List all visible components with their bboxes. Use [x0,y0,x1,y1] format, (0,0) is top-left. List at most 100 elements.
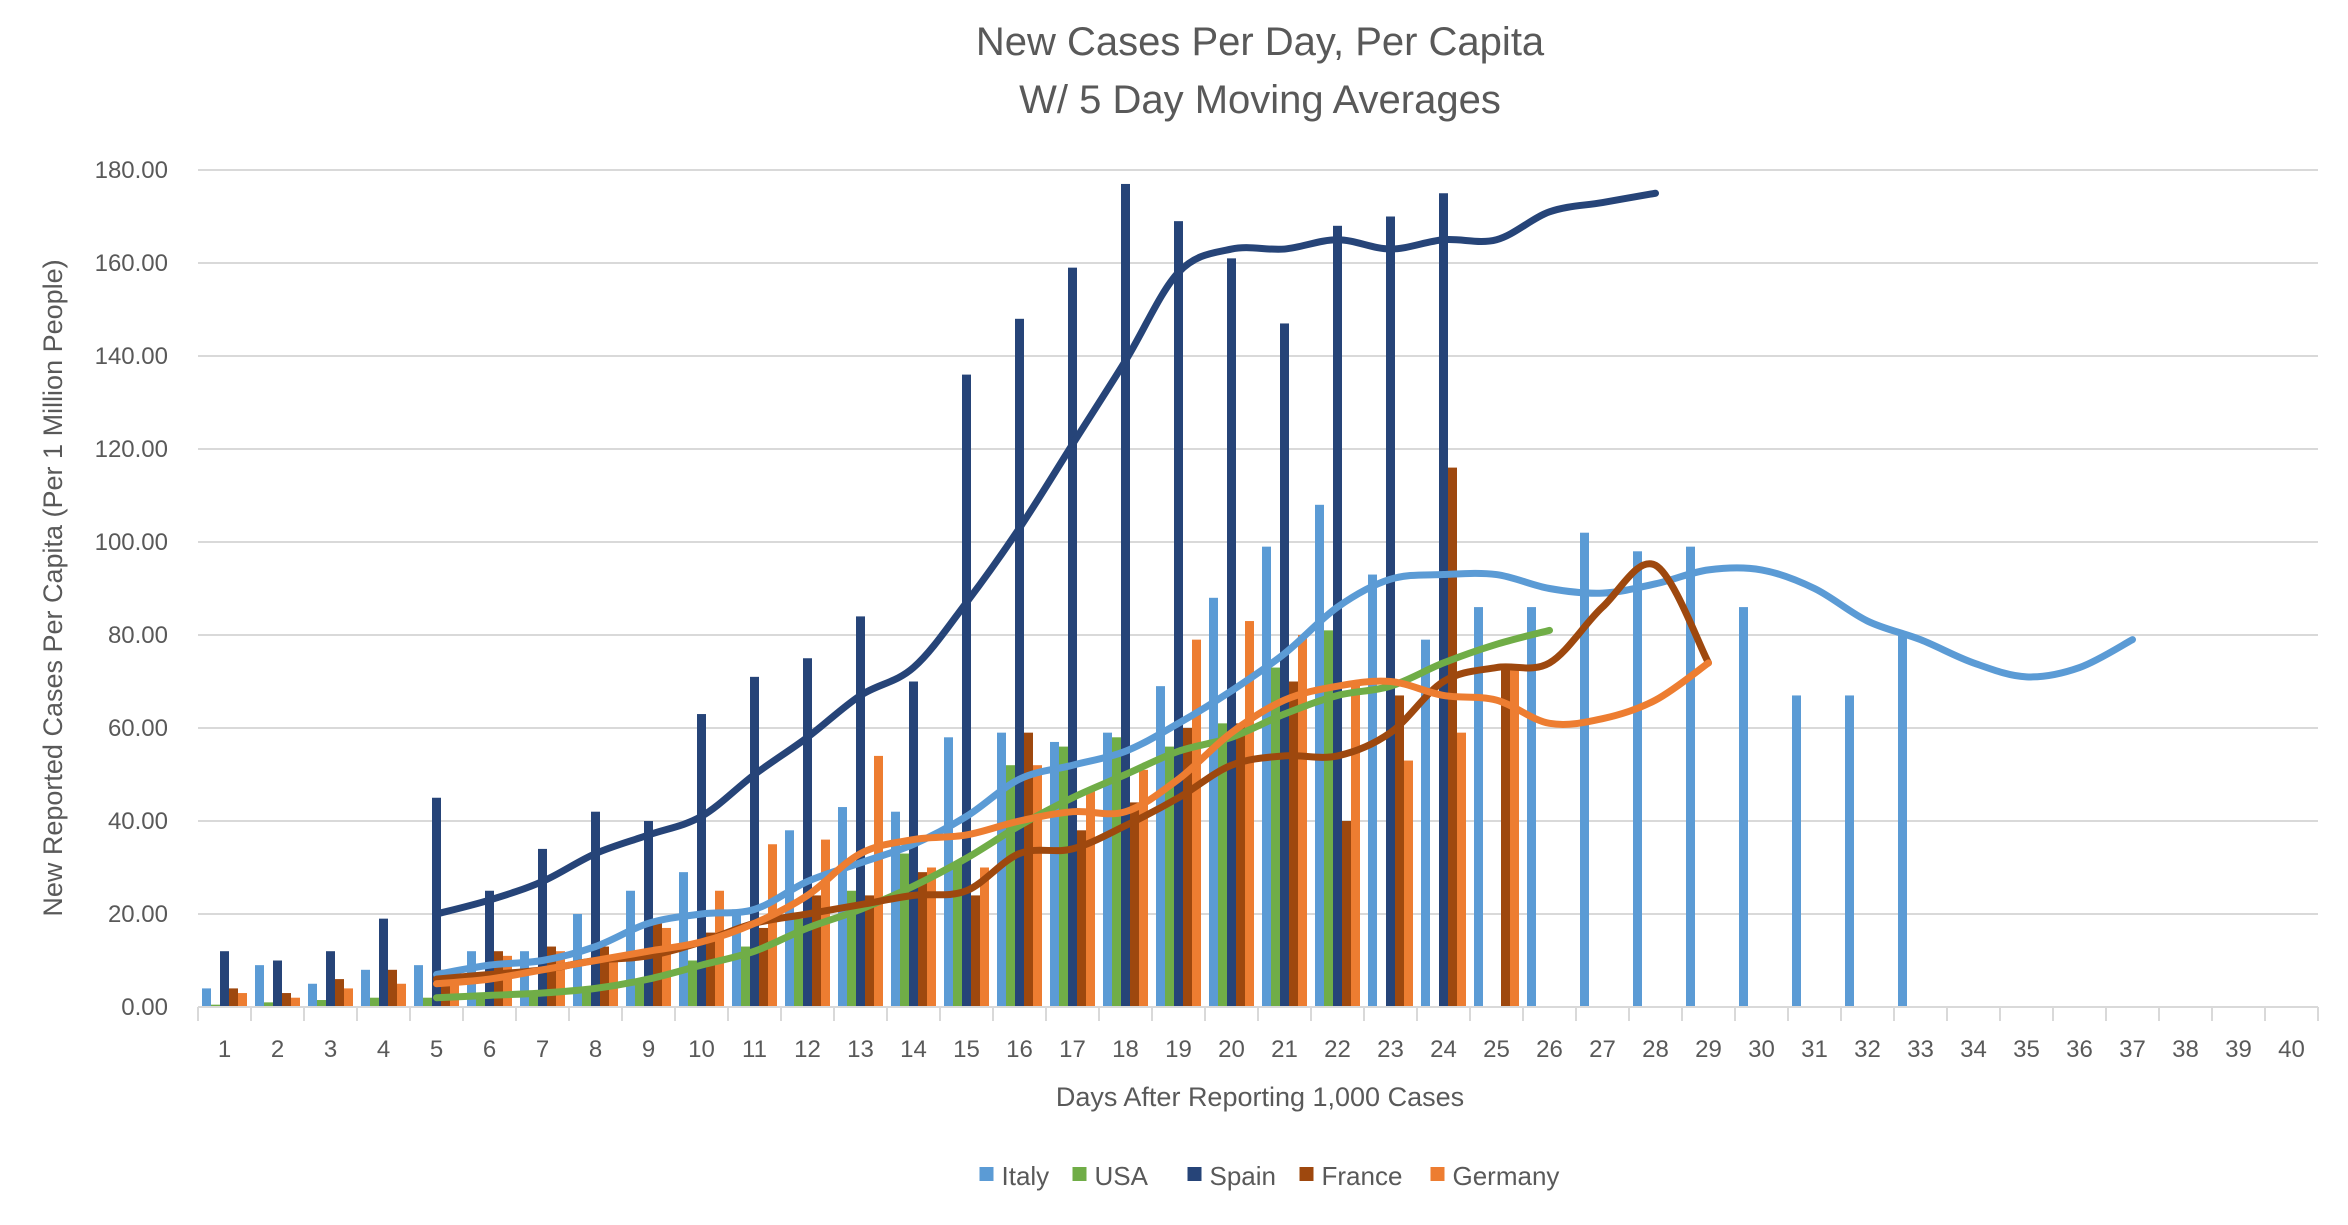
bar [635,979,644,1007]
x-tick-label: 25 [1483,1036,1510,1063]
x-tick-label: 23 [1377,1036,1404,1063]
bar [953,862,962,1007]
bar [1298,635,1307,1007]
bar [591,811,600,1007]
bar [1448,467,1457,1008]
series-line [433,659,1712,988]
bar [1368,574,1377,1007]
bar [211,1004,220,1007]
bar [688,960,697,1007]
bar [538,848,547,1007]
bar [485,890,494,1007]
x-tick-label: 21 [1271,1036,1298,1063]
bar [1068,267,1077,1007]
bar [918,872,927,1007]
bar [1209,597,1218,1007]
series-line [433,626,1553,1002]
bar [1633,551,1642,1007]
bar [1156,686,1165,1007]
bar [697,714,706,1007]
bar [229,988,238,1007]
bar [626,890,635,1007]
x-axis-label: Days After Reporting 1,000 Cases [1056,1082,1464,1112]
x-tick-label: 33 [1907,1036,1934,1063]
x-tick-label: 4 [377,1036,390,1063]
bar [326,951,335,1007]
x-tick-label: 15 [953,1036,980,1063]
gridlines [198,169,2318,915]
x-tick-label: 22 [1324,1036,1351,1063]
bar [750,676,759,1007]
bar [927,867,936,1007]
bar [370,997,379,1007]
bar [997,732,1006,1007]
bar [1333,225,1342,1008]
bar [962,374,971,1008]
x-tick-label: 17 [1059,1036,1086,1063]
bar [1121,183,1130,1007]
series-line [433,564,2136,978]
legend-swatch [1187,1167,1202,1181]
bar [1218,723,1227,1007]
bar [529,993,538,1007]
bar [556,951,565,1007]
chart-title: New Cases Per Day, Per Capita [976,20,1545,64]
bar [1103,732,1112,1007]
legend-label: France [1322,1161,1403,1191]
series-line [433,560,1712,983]
legend-swatch [1299,1167,1314,1181]
bar [291,997,300,1007]
legend-label: USA [1095,1161,1149,1191]
bar [1174,221,1183,1007]
y-tick-label: 120.00 [95,436,168,463]
y-tick-label: 60.00 [108,715,168,742]
bar [1271,667,1280,1007]
x-tick-label: 35 [2013,1036,2040,1063]
y-tick-label: 140.00 [95,343,168,370]
bar [1404,760,1413,1007]
legend-label: Germany [1453,1161,1560,1191]
x-tick-label: 28 [1642,1036,1669,1063]
y-axis-label: New Reported Cases Per Capita (Per 1 Mil… [38,259,68,916]
bar [794,918,803,1007]
bar [856,616,865,1007]
bar [1015,318,1024,1007]
x-tick-label: 18 [1112,1036,1139,1063]
bar [1421,639,1430,1007]
bar [768,844,777,1007]
bar [1139,769,1148,1007]
bar [874,755,883,1007]
bar [1792,695,1801,1007]
bar [1289,681,1298,1007]
y-tick-label: 100.00 [95,529,168,556]
bar [891,811,900,1007]
bar [1351,681,1360,1007]
series-line [433,189,1659,918]
bar [282,993,291,1007]
bar [715,890,724,1007]
y-tick-label: 0.00 [121,994,168,1021]
bar [1324,630,1333,1007]
bar [1845,695,1854,1007]
bar [1050,741,1059,1007]
bar [238,993,247,1007]
y-tick-label: 40.00 [108,808,168,835]
bar [847,890,856,1007]
y-axis-ticks: 0.00 20.00 40.00 60.00 80.00 100.00 120.00 140.… [95,157,168,1021]
bar [520,951,529,1007]
bar [679,872,688,1007]
x-tick-label: 29 [1695,1036,1722,1063]
bar [644,821,653,1007]
bar [255,965,264,1007]
bar [317,1000,326,1007]
bar [1077,830,1086,1007]
bar [1227,258,1236,1008]
x-tick-label: 5 [430,1036,443,1063]
x-tick-label: 8 [589,1036,602,1063]
bar [379,918,388,1007]
bar [1112,737,1121,1007]
bar [1236,723,1245,1007]
bar [397,983,406,1007]
bar [971,895,980,1007]
x-tick-label: 26 [1536,1036,1563,1063]
